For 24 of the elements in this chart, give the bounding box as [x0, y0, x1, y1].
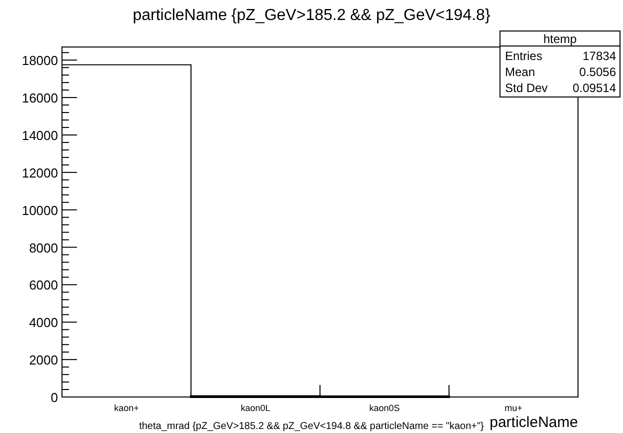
annotation: Entries	[505, 49, 542, 63]
x-tick-label: kaon0L	[240, 403, 270, 413]
text: theta_mrad {pZ_GeV>185.2 && pZ_GeV<194.8 && particleName == "kaon+"}	[139, 421, 485, 432]
y-tick-label: 10000	[22, 202, 58, 218]
annotation: Mean	[505, 65, 536, 79]
text: 0.5056	[579, 65, 616, 79]
x-tick-label: mu+	[504, 403, 522, 413]
y-tick-label: 18000	[22, 53, 58, 68]
y-tick-label: 2000	[29, 352, 58, 368]
y-tick-label: 14000	[22, 128, 58, 143]
legend-title: htemp	[543, 32, 577, 46]
x-axis-title: particleName	[490, 414, 578, 431]
text: 17834	[582, 49, 616, 63]
y-tick-label: 16000	[22, 90, 58, 106]
y-tick-label: 8000	[29, 240, 58, 256]
y-tick-label: 0	[50, 390, 58, 405]
y-tick-label: 6000	[29, 278, 58, 293]
annotation: Std Dev	[505, 81, 548, 95]
y-tick-label: 4000	[29, 315, 58, 330]
annotation: 0.09514	[572, 81, 616, 95]
x-tick-label: kaon0S	[369, 403, 400, 413]
chart-title: particleName {pZ_GeV>185.2 && pZ_GeV<194.8}	[132, 7, 491, 24]
y-tick-label: 12000	[22, 165, 58, 180]
x-tick-label: kaon+	[114, 403, 139, 413]
